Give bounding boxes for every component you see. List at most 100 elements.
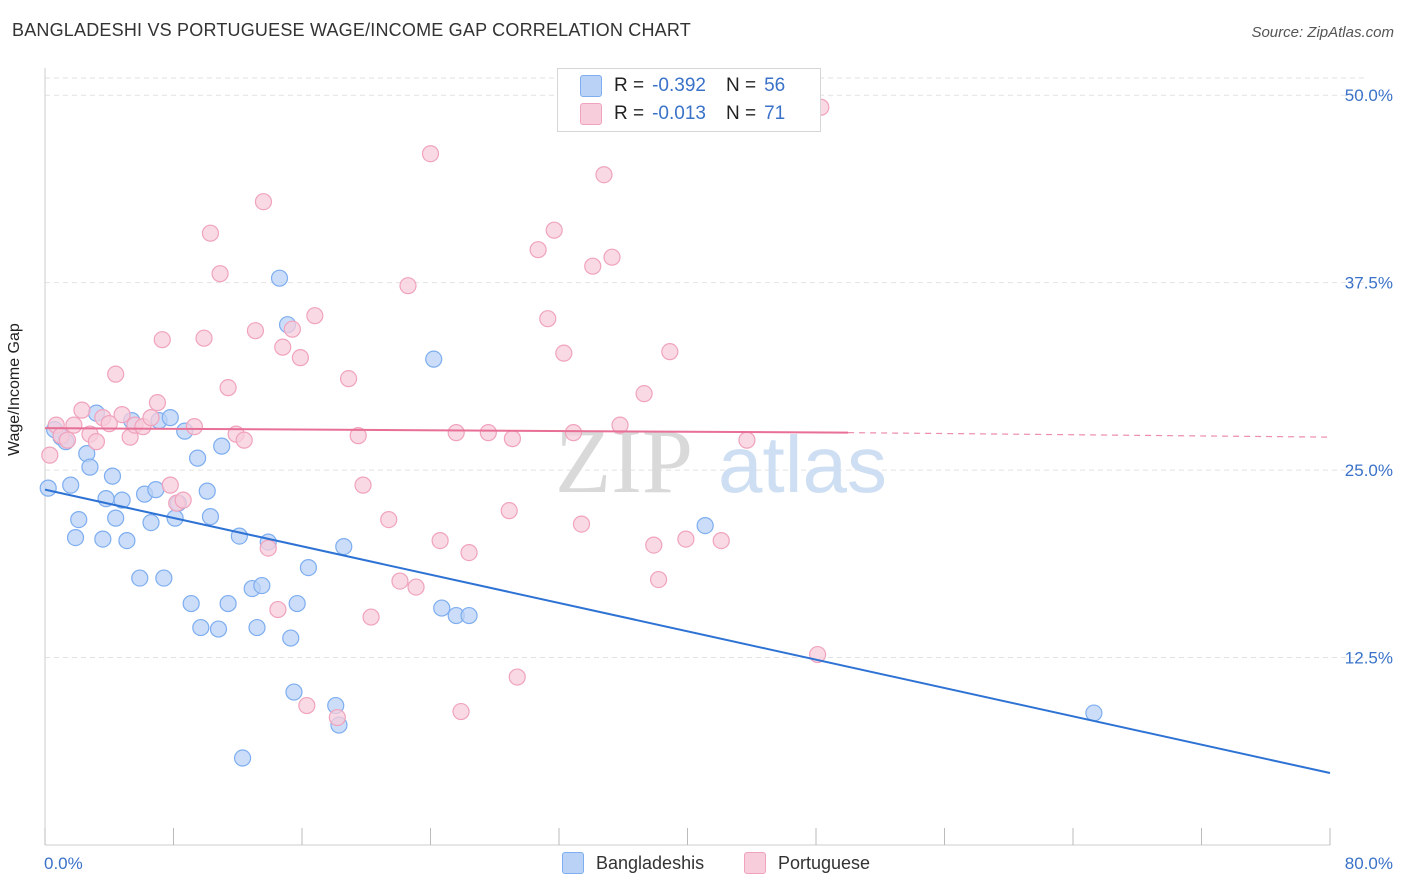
- y-tick-label: 12.5%: [1345, 649, 1393, 668]
- bangladeshi-point: [299, 558, 318, 577]
- portuguese-point: [328, 708, 346, 727]
- legend-swatch-bangladeshis: [562, 852, 584, 874]
- portuguese-point: [73, 401, 91, 419]
- bangladeshi-point: [192, 618, 210, 637]
- portuguese-point: [503, 430, 522, 448]
- portuguese-point: [555, 344, 573, 362]
- bangladeshi-point: [155, 569, 173, 587]
- bangladeshi-point: [248, 618, 266, 637]
- portuguese-point: [421, 145, 440, 163]
- portuguese-point: [235, 431, 253, 449]
- legend: Bangladeshis Portuguese: [0, 852, 1406, 878]
- portuguese-point: [259, 539, 277, 557]
- portuguese-point: [201, 224, 220, 242]
- portuguese-point: [677, 530, 695, 548]
- portuguese-point: [452, 702, 470, 721]
- portuguese-point: [107, 365, 125, 383]
- portuguese-point: [58, 431, 77, 449]
- portuguese-point: [712, 531, 730, 550]
- portuguese-point: [211, 265, 229, 283]
- trend-lines: [44, 427, 1331, 774]
- portuguese-point: [603, 248, 621, 266]
- portuguese-point: [174, 491, 192, 509]
- tick-labels: 12.5% 25.0% 37.5% 50.0% 0.0% 80.0%: [44, 86, 1393, 873]
- bangladeshi-point: [696, 517, 714, 535]
- legend-item-bangladeshis[interactable]: Bangladeshis: [562, 852, 704, 874]
- bangladeshi-point: [460, 606, 478, 625]
- x-tick-label-min: 0.0%: [44, 854, 83, 873]
- portuguese-point: [148, 394, 167, 412]
- stats-n-label: N =: [725, 103, 757, 124]
- y-tick-label: 50.0%: [1345, 86, 1393, 105]
- stats-row-portuguese: R = -0.013 N = 71: [580, 101, 785, 127]
- portuguese-point: [283, 320, 301, 338]
- bangladeshi-point: [81, 458, 99, 476]
- stats-n-value: 71: [764, 103, 786, 124]
- portuguese-point: [508, 668, 526, 686]
- portuguese-point: [362, 608, 380, 626]
- y-tick-label: 37.5%: [1345, 274, 1393, 293]
- portuguese-point: [142, 409, 160, 427]
- bangladeshi-point: [113, 491, 131, 509]
- stats-box: R = -0.392 N = 56 R = -0.013 N = 71: [557, 68, 821, 132]
- bangladeshi-point: [201, 508, 220, 526]
- bangladeshi-point: [94, 530, 112, 548]
- bangladeshi-point: [198, 482, 216, 500]
- legend-label-portuguese: Portuguese: [778, 852, 871, 873]
- portuguese-point: [479, 424, 497, 442]
- portuguese-point: [529, 241, 547, 259]
- bangladeshi-point: [62, 476, 80, 494]
- bangladeshi-point: [70, 511, 88, 529]
- portuguese-point: [339, 370, 358, 388]
- portuguese-trend-line: [44, 427, 849, 434]
- portuguese-point: [635, 385, 653, 403]
- watermark: ZIP atlas: [555, 410, 887, 512]
- portuguese-point: [113, 406, 131, 424]
- portuguese-point: [306, 307, 324, 325]
- legend-item-portuguese[interactable]: Portuguese: [744, 852, 870, 874]
- portuguese-point: [161, 476, 179, 494]
- portuguese-point: [391, 572, 409, 590]
- stats-r-value: -0.392: [652, 75, 706, 96]
- chart-title: BANGLADESHI VS PORTUGUESE WAGE/INCOME GA…: [12, 20, 691, 40]
- legend-swatch-portuguese: [744, 852, 766, 874]
- bangladeshi-point: [39, 479, 57, 497]
- bangladeshi-point: [433, 599, 451, 617]
- y-axis-label: Wage/Income Gap: [6, 323, 23, 456]
- portuguese-point: [65, 416, 83, 434]
- portuguese-point: [380, 511, 398, 529]
- portuguese-point: [500, 502, 518, 520]
- portuguese-point: [564, 424, 583, 442]
- bangladeshi-point: [188, 449, 207, 467]
- y-tick-label: 25.0%: [1345, 461, 1393, 480]
- bangladeshi-point: [118, 531, 136, 550]
- portuguese-point: [431, 531, 449, 550]
- bangladeshi-point: [285, 683, 303, 701]
- portuguese-point: [611, 416, 629, 434]
- portuguese-point: [539, 310, 557, 328]
- bangladeshi-point: [425, 350, 443, 368]
- portuguese-point: [298, 696, 316, 715]
- portuguese-point: [399, 277, 417, 295]
- portuguese-point: [254, 193, 273, 211]
- portuguese-point: [87, 433, 106, 451]
- bangladeshi-point: [270, 269, 289, 287]
- portuguese-point: [545, 221, 563, 239]
- portuguese-point: [246, 322, 265, 340]
- source-note: Source: ZipAtlas.com: [1251, 24, 1394, 41]
- bangladeshi-point: [288, 594, 306, 613]
- bangladeshi-point: [1085, 704, 1103, 722]
- stats-r-value: -0.013: [652, 103, 706, 124]
- portuguese-point: [661, 343, 679, 361]
- portuguese-point: [595, 166, 613, 184]
- bangladeshi-point: [209, 620, 228, 638]
- bangladeshi-point: [233, 749, 252, 767]
- portuguese-point: [584, 257, 602, 275]
- stats-swatch-portuguese: [580, 103, 602, 125]
- portuguese-point: [153, 331, 171, 349]
- bangladeshi-point: [142, 514, 160, 532]
- bangladeshi-point: [253, 576, 271, 595]
- portuguese-point: [354, 476, 372, 494]
- stats-r-label: R =: [614, 103, 645, 124]
- bangladeshi-point: [66, 529, 85, 547]
